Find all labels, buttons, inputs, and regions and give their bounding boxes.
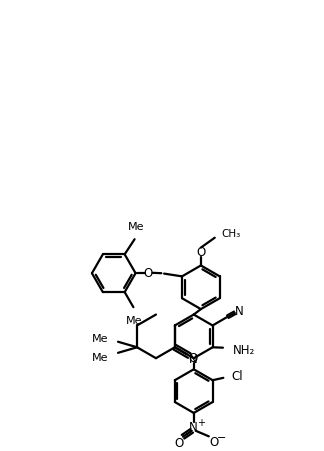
Text: Me: Me [92, 352, 109, 362]
Text: Me: Me [128, 222, 144, 232]
Text: O: O [196, 245, 205, 258]
Text: NH₂: NH₂ [232, 343, 255, 356]
Text: O: O [209, 435, 218, 447]
Text: N: N [235, 304, 243, 317]
Text: CH₃: CH₃ [222, 229, 241, 239]
Text: N: N [189, 420, 198, 433]
Text: Cl: Cl [231, 369, 243, 382]
Text: N: N [189, 352, 198, 365]
Text: −: − [216, 432, 226, 442]
Text: +: + [197, 417, 205, 427]
Text: O: O [175, 436, 184, 449]
Text: O: O [189, 352, 198, 365]
Text: O: O [143, 267, 153, 280]
Text: Me: Me [126, 315, 143, 325]
Text: Me: Me [92, 333, 109, 343]
